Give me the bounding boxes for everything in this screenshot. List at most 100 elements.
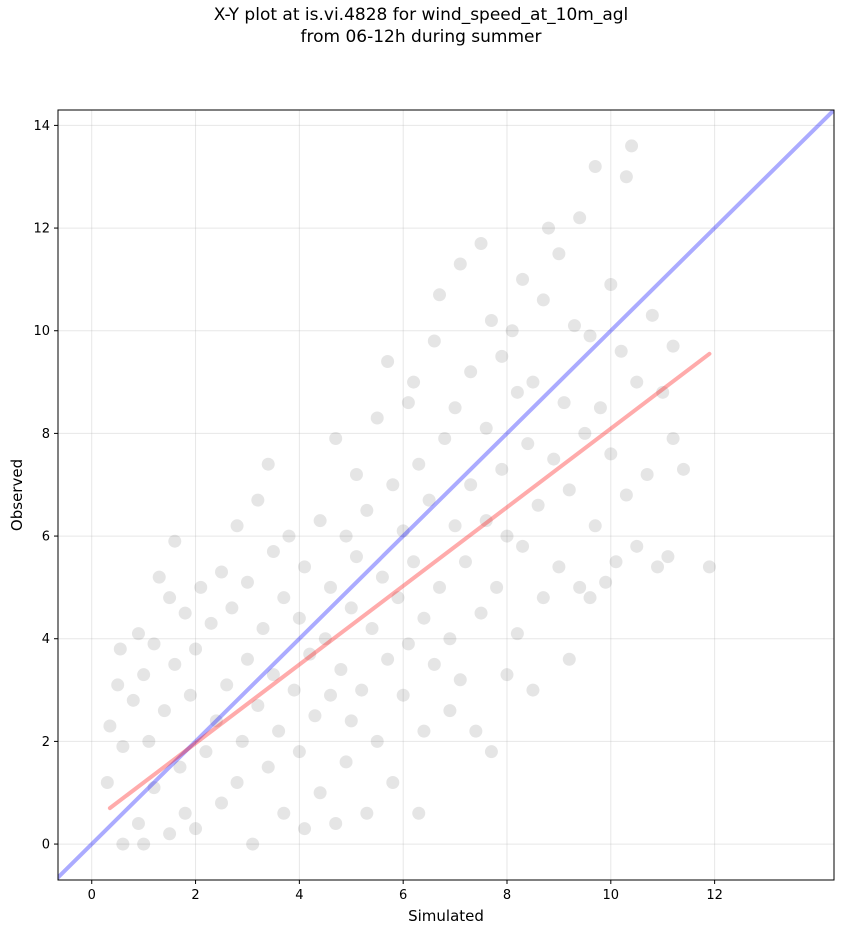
scatter-point (137, 668, 151, 682)
scatter-point (417, 611, 431, 625)
scatter-point (339, 529, 353, 543)
scatter-point (609, 555, 623, 569)
y-tick-label: 14 (33, 119, 50, 134)
scatter-point (178, 806, 192, 820)
scatter-point (131, 627, 145, 641)
scatter-point (391, 591, 405, 605)
scatter-point (137, 837, 151, 851)
scatter-point (583, 329, 597, 343)
scatter-point (209, 714, 223, 728)
scatter-point (630, 539, 644, 553)
x-tick-label: 2 (191, 888, 199, 903)
scatter-point (215, 796, 229, 810)
y-tick-label: 8 (42, 427, 50, 442)
scatter-point (396, 688, 410, 702)
scatter-point (100, 775, 114, 789)
scatter-point (277, 591, 291, 605)
scatter-point (474, 236, 488, 250)
scatter-point (516, 272, 530, 286)
scatter-point (490, 580, 504, 594)
scatter-point (443, 632, 457, 646)
scatter-point (292, 611, 306, 625)
scatter-point (251, 493, 265, 507)
scatter-point (334, 663, 348, 677)
scatter-point (360, 503, 374, 517)
scatter-point (433, 580, 447, 594)
scatter-point (573, 211, 587, 225)
scatter-point (417, 724, 431, 738)
scatter-point (500, 529, 514, 543)
scatter-point (443, 704, 457, 718)
scatter-point (464, 365, 478, 379)
scatter-point (427, 657, 441, 671)
scatter-point (131, 817, 145, 831)
scatter-point (640, 467, 654, 481)
x-axis-ticks: 0 2 4 6 8 10 12 (88, 880, 723, 903)
scatter-point (604, 278, 618, 292)
scatter-point (479, 421, 493, 435)
scatter-point (578, 426, 592, 440)
scatter-point (225, 601, 239, 615)
chart-title: X-Y plot at is.vi.4828 for wind_speed_at… (213, 5, 629, 25)
scatter-point (329, 432, 343, 446)
x-tick-label: 0 (88, 888, 96, 903)
scatter-point (103, 719, 117, 733)
scatter-point (152, 570, 166, 584)
scatter-point (298, 560, 312, 574)
scatter-point (235, 734, 249, 748)
scatter-point (199, 745, 213, 759)
fit-line (107, 351, 712, 811)
y-axis-ticks: 0 2 4 6 8 10 12 14 (33, 119, 58, 853)
scatter-point (365, 621, 379, 635)
grid-lines (58, 110, 834, 880)
scatter-point (495, 349, 509, 363)
scatter-point (313, 514, 327, 528)
scatter-point (318, 632, 332, 646)
scatter-point (479, 514, 493, 528)
scatter-point (562, 483, 576, 497)
scatter-point (464, 478, 478, 492)
y-tick-label: 0 (42, 838, 50, 853)
scatter-point (448, 401, 462, 415)
scatter-point (593, 401, 607, 415)
scatter-point (526, 375, 540, 389)
scatter-point (308, 709, 322, 723)
scatter-point (433, 288, 447, 302)
scatter-point (220, 678, 234, 692)
scatter-point (329, 817, 343, 831)
scatter-point (645, 308, 659, 322)
scatter-point (344, 714, 358, 728)
scatter-point (588, 159, 602, 173)
x-tick-label: 6 (399, 888, 407, 903)
scatter-point (168, 534, 182, 548)
scatter-point (557, 396, 571, 410)
scatter-point (651, 560, 665, 574)
scatter-point (375, 570, 389, 584)
scatter-point (484, 313, 498, 327)
scatter-point (349, 467, 363, 481)
scatter-point (116, 740, 130, 754)
y-tick-label: 12 (33, 222, 50, 237)
scatter-points (100, 139, 716, 851)
scatter-point (360, 806, 374, 820)
scatter-point (448, 519, 462, 533)
scatter-point (272, 724, 286, 738)
scatter-point (349, 550, 363, 564)
scatter-point (116, 837, 130, 851)
scatter-point (619, 488, 633, 502)
scatter-point (412, 457, 426, 471)
scatter-point (552, 247, 566, 261)
scatter-point (147, 781, 161, 795)
scatter-point (599, 575, 613, 589)
scatter-point (458, 555, 472, 569)
scatter-point (495, 462, 509, 476)
chart-title-block: X-Y plot at is.vi.4828 for wind_speed_at… (0, 4, 842, 48)
y-tick-label: 6 (42, 530, 50, 545)
scatter-point (666, 339, 680, 353)
scatter-point (370, 734, 384, 748)
scatter-point (542, 221, 556, 235)
scatter-point (438, 432, 452, 446)
scatter-point (266, 668, 280, 682)
scatter-point (510, 385, 524, 399)
scatter-point (661, 550, 675, 564)
